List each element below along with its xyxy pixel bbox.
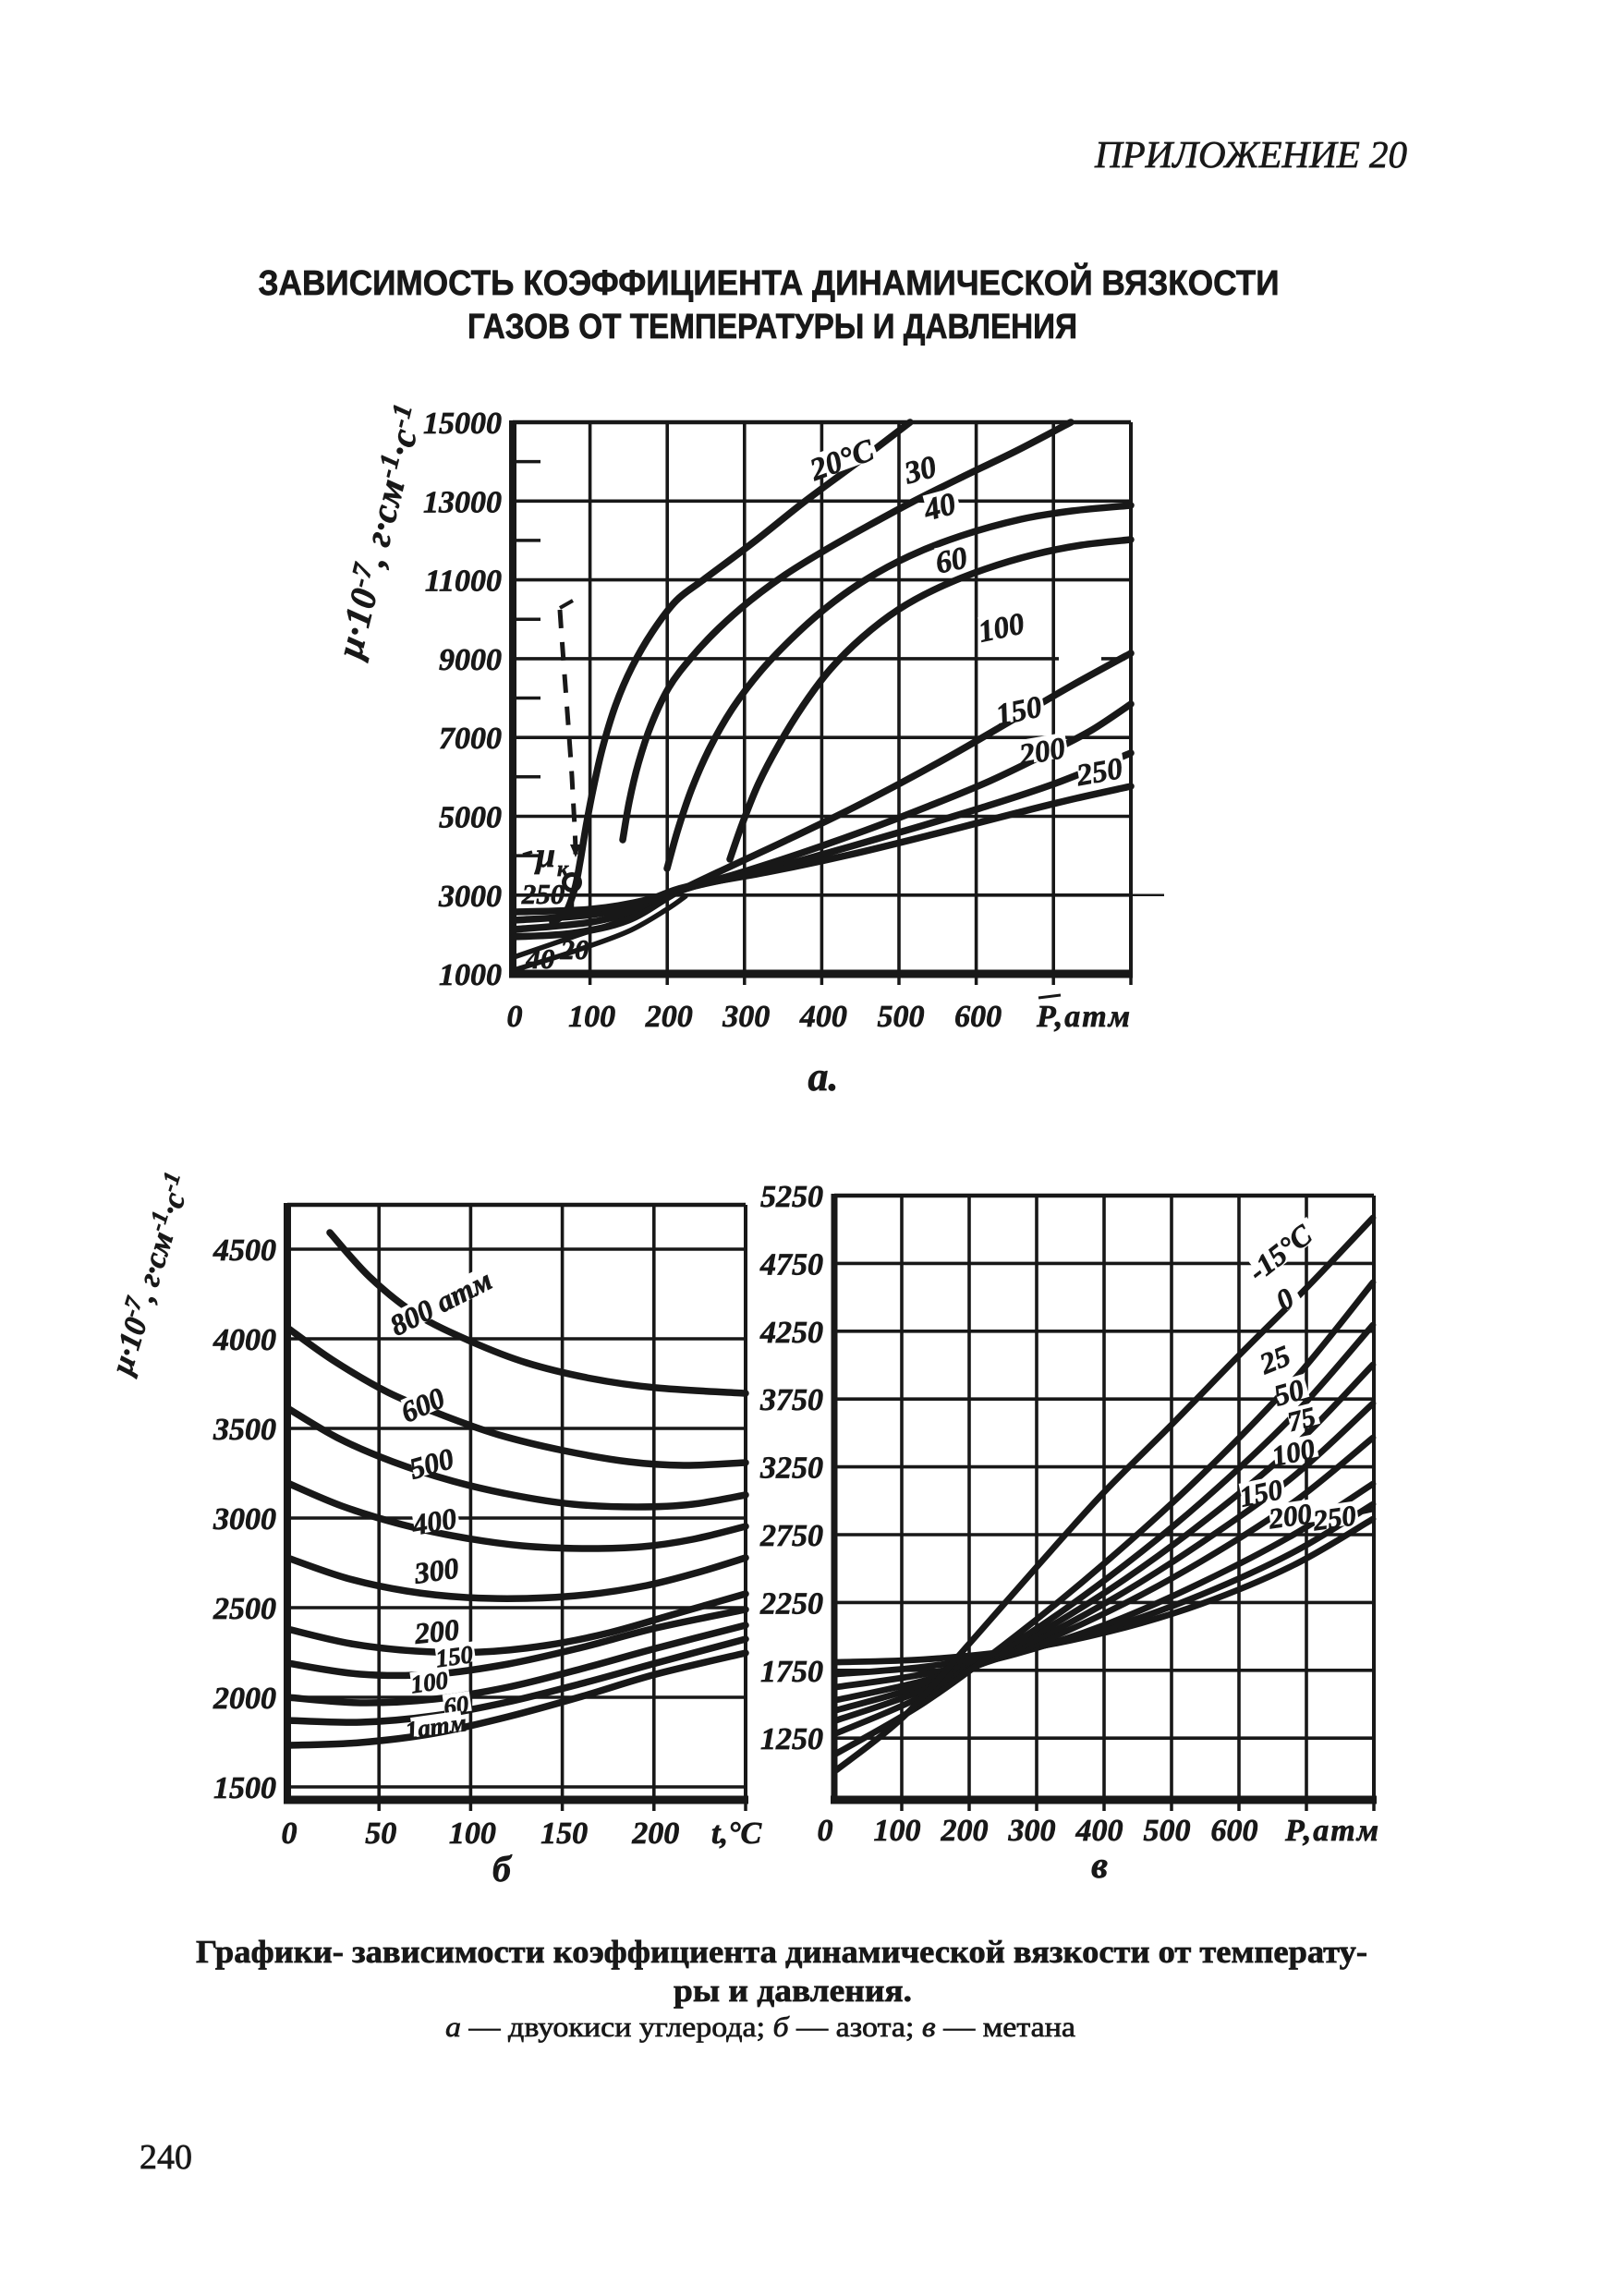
svg-text:15000: 15000 bbox=[423, 407, 502, 441]
svg-text:150: 150 bbox=[540, 1816, 588, 1851]
svg-text:9000: 9000 bbox=[439, 643, 502, 677]
svg-text:Графики- зависимости коэффици: Графики- зависимости коэффициента динами… bbox=[196, 1934, 1367, 1970]
svg-text:11000: 11000 bbox=[425, 565, 502, 599]
svg-text:б: б bbox=[492, 1848, 513, 1889]
svg-text:ГАЗОВ ОТ ТЕМПЕРАТУРЫ И ДАВ: ГАЗОВ ОТ ТЕМПЕРАТУРЫ И ДАВЛЕНИЯ bbox=[468, 308, 1077, 346]
svg-text:100: 100 bbox=[409, 1666, 451, 1698]
svg-text:а — двуокиси углерода; б — а: а — двуокиси углерода; б — азота; в — ме… bbox=[445, 2011, 1075, 2043]
svg-text:300: 300 bbox=[1008, 1814, 1056, 1848]
svg-text:1250: 1250 bbox=[760, 1722, 823, 1756]
svg-text:600: 600 bbox=[954, 1000, 1002, 1034]
svg-text:1000: 1000 bbox=[439, 958, 502, 992]
svg-text:2250: 2250 bbox=[759, 1586, 823, 1621]
svg-text:150: 150 bbox=[434, 1640, 476, 1672]
svg-text:4000: 4000 bbox=[212, 1323, 276, 1357]
svg-text:100: 100 bbox=[449, 1816, 496, 1851]
svg-text:250: 250 bbox=[1310, 1499, 1358, 1537]
svg-text:400: 400 bbox=[799, 1000, 847, 1034]
svg-text:7000: 7000 bbox=[439, 722, 502, 756]
svg-text:5000: 5000 bbox=[439, 801, 502, 835]
svg-text:200: 200 bbox=[1016, 732, 1068, 772]
svg-text:0: 0 bbox=[818, 1814, 833, 1848]
svg-text:2750: 2750 bbox=[759, 1519, 823, 1553]
svg-text:50: 50 bbox=[365, 1816, 396, 1851]
svg-text:400: 400 bbox=[408, 1501, 459, 1542]
svg-text:300: 300 bbox=[722, 1000, 770, 1034]
svg-text:40: 40 bbox=[526, 942, 555, 975]
svg-text:500: 500 bbox=[878, 1000, 925, 1034]
svg-text:4500: 4500 bbox=[212, 1233, 276, 1268]
svg-text:3000: 3000 bbox=[212, 1502, 276, 1537]
svg-text:2500: 2500 bbox=[212, 1592, 276, 1626]
svg-text:13000: 13000 bbox=[423, 485, 502, 519]
svg-text:t,°С: t,°С bbox=[711, 1816, 762, 1851]
svg-text:100: 100 bbox=[874, 1814, 921, 1848]
svg-text:200: 200 bbox=[631, 1816, 679, 1851]
svg-text:ЗАВИСИМОСТЬ КОЭФФИЦИЕНТА ДИН: ЗАВИСИМОСТЬ КОЭФФИЦИЕНТА ДИНАМИЧЕСКОЙ ВЯ… bbox=[259, 261, 1280, 303]
svg-text:60: 60 bbox=[932, 541, 970, 580]
svg-text:600: 600 bbox=[1211, 1814, 1258, 1848]
svg-text:200: 200 bbox=[645, 1000, 693, 1034]
svg-text:ПРИЛОЖЕНИЕ 20: ПРИЛОЖЕНИЕ 20 bbox=[1094, 133, 1407, 176]
svg-text:200: 200 bbox=[941, 1814, 989, 1848]
svg-text:3500: 3500 bbox=[212, 1413, 276, 1447]
svg-text:Р,атм: Р,атм bbox=[1284, 1814, 1380, 1848]
svg-text:1750: 1750 bbox=[760, 1655, 823, 1689]
svg-text:а.: а. bbox=[808, 1054, 839, 1099]
svg-text:к: к bbox=[557, 857, 569, 881]
svg-text:300: 300 bbox=[411, 1550, 461, 1589]
svg-text:3000: 3000 bbox=[438, 880, 502, 914]
svg-text:3750: 3750 bbox=[759, 1383, 823, 1417]
svg-text:250: 250 bbox=[521, 878, 565, 910]
svg-text:в: в bbox=[1091, 1844, 1108, 1886]
svg-text:1500: 1500 bbox=[213, 1771, 276, 1805]
svg-text:ры и давления.: ры и давления. bbox=[674, 1973, 912, 2009]
svg-text:400: 400 bbox=[1075, 1814, 1123, 1848]
svg-text:0: 0 bbox=[507, 1000, 523, 1034]
svg-text:20: 20 bbox=[560, 933, 589, 966]
svg-text:0: 0 bbox=[282, 1816, 298, 1851]
svg-text:3250: 3250 bbox=[759, 1452, 823, 1486]
svg-text:Р,атм: Р,атм bbox=[1036, 1000, 1132, 1034]
svg-text:μ: μ bbox=[534, 836, 555, 875]
svg-text:2000: 2000 bbox=[212, 1682, 276, 1716]
svg-text:240: 240 bbox=[140, 2138, 192, 2177]
svg-text:5250: 5250 bbox=[760, 1180, 823, 1214]
svg-text:200: 200 bbox=[1266, 1497, 1314, 1535]
svg-text:4750: 4750 bbox=[759, 1247, 823, 1282]
svg-text:100: 100 bbox=[568, 1000, 615, 1034]
svg-text:500: 500 bbox=[1144, 1814, 1191, 1848]
svg-text:4250: 4250 bbox=[759, 1316, 823, 1350]
